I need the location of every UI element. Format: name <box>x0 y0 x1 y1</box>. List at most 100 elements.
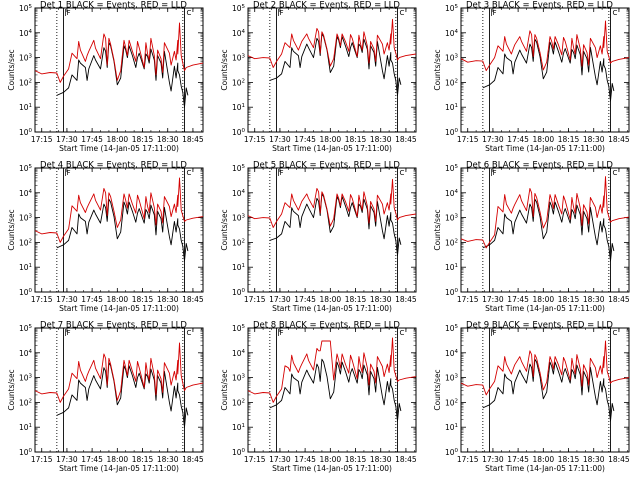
x-tick-label: 17:45 <box>294 455 316 464</box>
x-tick-label: 18:00 <box>107 295 129 304</box>
events-series-line <box>269 193 402 256</box>
y-tick-label: 104 <box>19 29 33 38</box>
x-axis-label: Start Time (14-Jan-05 17:11:00) <box>272 464 392 473</box>
plot-frame <box>34 7 204 133</box>
y-tick-label: 103 <box>445 374 459 383</box>
y-tick-label: 104 <box>445 29 459 38</box>
events-series-line <box>269 358 402 422</box>
x-tick-label: 17:15 <box>31 135 53 144</box>
y-tick-label: 100 <box>445 128 459 137</box>
y-tick-label: 104 <box>445 189 459 198</box>
lld-series-line <box>34 177 204 243</box>
plot-frame <box>34 327 204 453</box>
y-tick-label: 101 <box>19 423 32 432</box>
x-tick-label: 17:45 <box>81 295 103 304</box>
x-tick-label: 18:30 <box>157 135 179 144</box>
plot-frame <box>247 327 417 453</box>
x-axis-label: Start Time (14-Jan-05 17:11:00) <box>59 144 179 153</box>
y-tick-label: 104 <box>232 349 246 358</box>
plot-frame <box>34 167 204 293</box>
x-tick-label: 18:45 <box>608 295 630 304</box>
x-tick-label: 17:30 <box>56 135 78 144</box>
y-axis-label: Counts/sec <box>220 49 229 90</box>
y-tick-label: 104 <box>232 29 246 38</box>
y-tick-label: 100 <box>19 288 33 297</box>
y-tick-label: 102 <box>445 78 458 87</box>
x-tick-label: 18:15 <box>132 295 154 304</box>
plot-frame <box>247 167 417 293</box>
flag-label: F <box>280 169 284 177</box>
y-tick-label: 102 <box>445 238 458 247</box>
x-tick-label: 18:15 <box>132 455 154 464</box>
panel-det-2: 17:15 17:30 17:45 18:00 18:15 18:30 18:45 100 10… <box>220 1 417 154</box>
x-axis-label: Start Time (14-Jan-05 17:11:00) <box>485 144 605 153</box>
y-tick-label: 105 <box>445 324 459 333</box>
y-tick-label: 102 <box>445 398 458 407</box>
y-tick-label: 100 <box>232 448 246 457</box>
y-axis-label: Counts/sec <box>220 369 229 410</box>
y-tick-label: 101 <box>232 263 245 272</box>
y-tick-label: 101 <box>445 263 458 272</box>
y-tick-label: 103 <box>232 214 246 223</box>
plot-frame <box>460 167 630 293</box>
y-axis-label: Counts/sec <box>7 49 16 90</box>
x-tick-label: 18:00 <box>320 295 342 304</box>
x-tick-label: 18:15 <box>345 295 367 304</box>
x-tick-label: 17:15 <box>31 455 53 464</box>
panel-det-3: 17:15 17:30 17:45 18:00 18:15 18:30 18:45 100 10… <box>433 1 630 154</box>
y-tick-label: 104 <box>19 349 33 358</box>
y-tick-label: 103 <box>19 374 33 383</box>
lld-series-line <box>460 20 630 72</box>
x-tick-label: 17:45 <box>81 455 103 464</box>
x-tick-label: 18:15 <box>558 455 580 464</box>
flag-label: F <box>493 169 497 177</box>
x-axis-label: Start Time (14-Jan-05 17:11:00) <box>272 144 392 153</box>
x-tick-label: 18:45 <box>395 135 417 144</box>
x-tick-label: 18:00 <box>533 455 555 464</box>
flag-label: F <box>67 9 71 17</box>
lld-series-line <box>247 178 417 228</box>
plot-frame <box>460 7 630 133</box>
x-tick-label: 18:30 <box>157 455 179 464</box>
panel-title: Det 4 BLACK = Events, RED = LLD <box>40 161 187 171</box>
panel-det-7: 17:15 17:30 17:45 18:00 18:15 18:30 18:45 100 10… <box>7 321 204 474</box>
y-tick-label: 104 <box>445 349 459 358</box>
y-tick-label: 100 <box>445 288 459 297</box>
lld-series-line <box>247 18 417 68</box>
lld-series-line <box>247 337 417 403</box>
y-tick-label: 105 <box>232 4 246 13</box>
lld-series-line <box>34 342 204 403</box>
flag-label: C <box>613 329 618 337</box>
y-tick-label: 103 <box>232 54 246 63</box>
x-tick-label: 18:30 <box>370 455 392 464</box>
x-tick-label: 18:30 <box>583 135 605 144</box>
y-tick-label: 103 <box>232 374 246 383</box>
events-series-line <box>269 33 402 96</box>
y-axis-label: Counts/sec <box>7 209 16 250</box>
panel-det-6: 17:15 17:30 17:45 18:00 18:15 18:30 18:45 100 10… <box>433 161 630 314</box>
x-tick-label: 18:30 <box>370 135 392 144</box>
flag-label: F <box>67 169 71 177</box>
flag-label: C <box>613 169 618 177</box>
panel-det-5: 17:15 17:30 17:45 18:00 18:15 18:30 18:45 100 10… <box>220 161 417 314</box>
y-tick-label: 104 <box>19 189 33 198</box>
y-tick-label: 101 <box>445 423 458 432</box>
x-tick-label: 18:00 <box>107 135 129 144</box>
y-tick-label: 103 <box>19 54 33 63</box>
x-tick-label: 18:00 <box>320 455 342 464</box>
x-tick-label: 17:30 <box>269 135 291 144</box>
flag-label: F <box>493 9 497 17</box>
x-tick-label: 17:45 <box>507 455 529 464</box>
events-series-line <box>56 42 189 108</box>
x-tick-label: 17:30 <box>56 295 78 304</box>
x-tick-label: 17:45 <box>507 135 529 144</box>
y-tick-label: 102 <box>19 78 32 87</box>
x-tick-label: 17:15 <box>244 455 266 464</box>
flag-label: F <box>67 329 71 337</box>
x-tick-label: 17:15 <box>457 455 479 464</box>
panel-title: Det 8 BLACK = Events, RED = LLD <box>253 321 400 331</box>
x-tick-label: 18:15 <box>345 135 367 144</box>
x-tick-label: 17:45 <box>81 135 103 144</box>
x-tick-label: 18:00 <box>107 455 129 464</box>
